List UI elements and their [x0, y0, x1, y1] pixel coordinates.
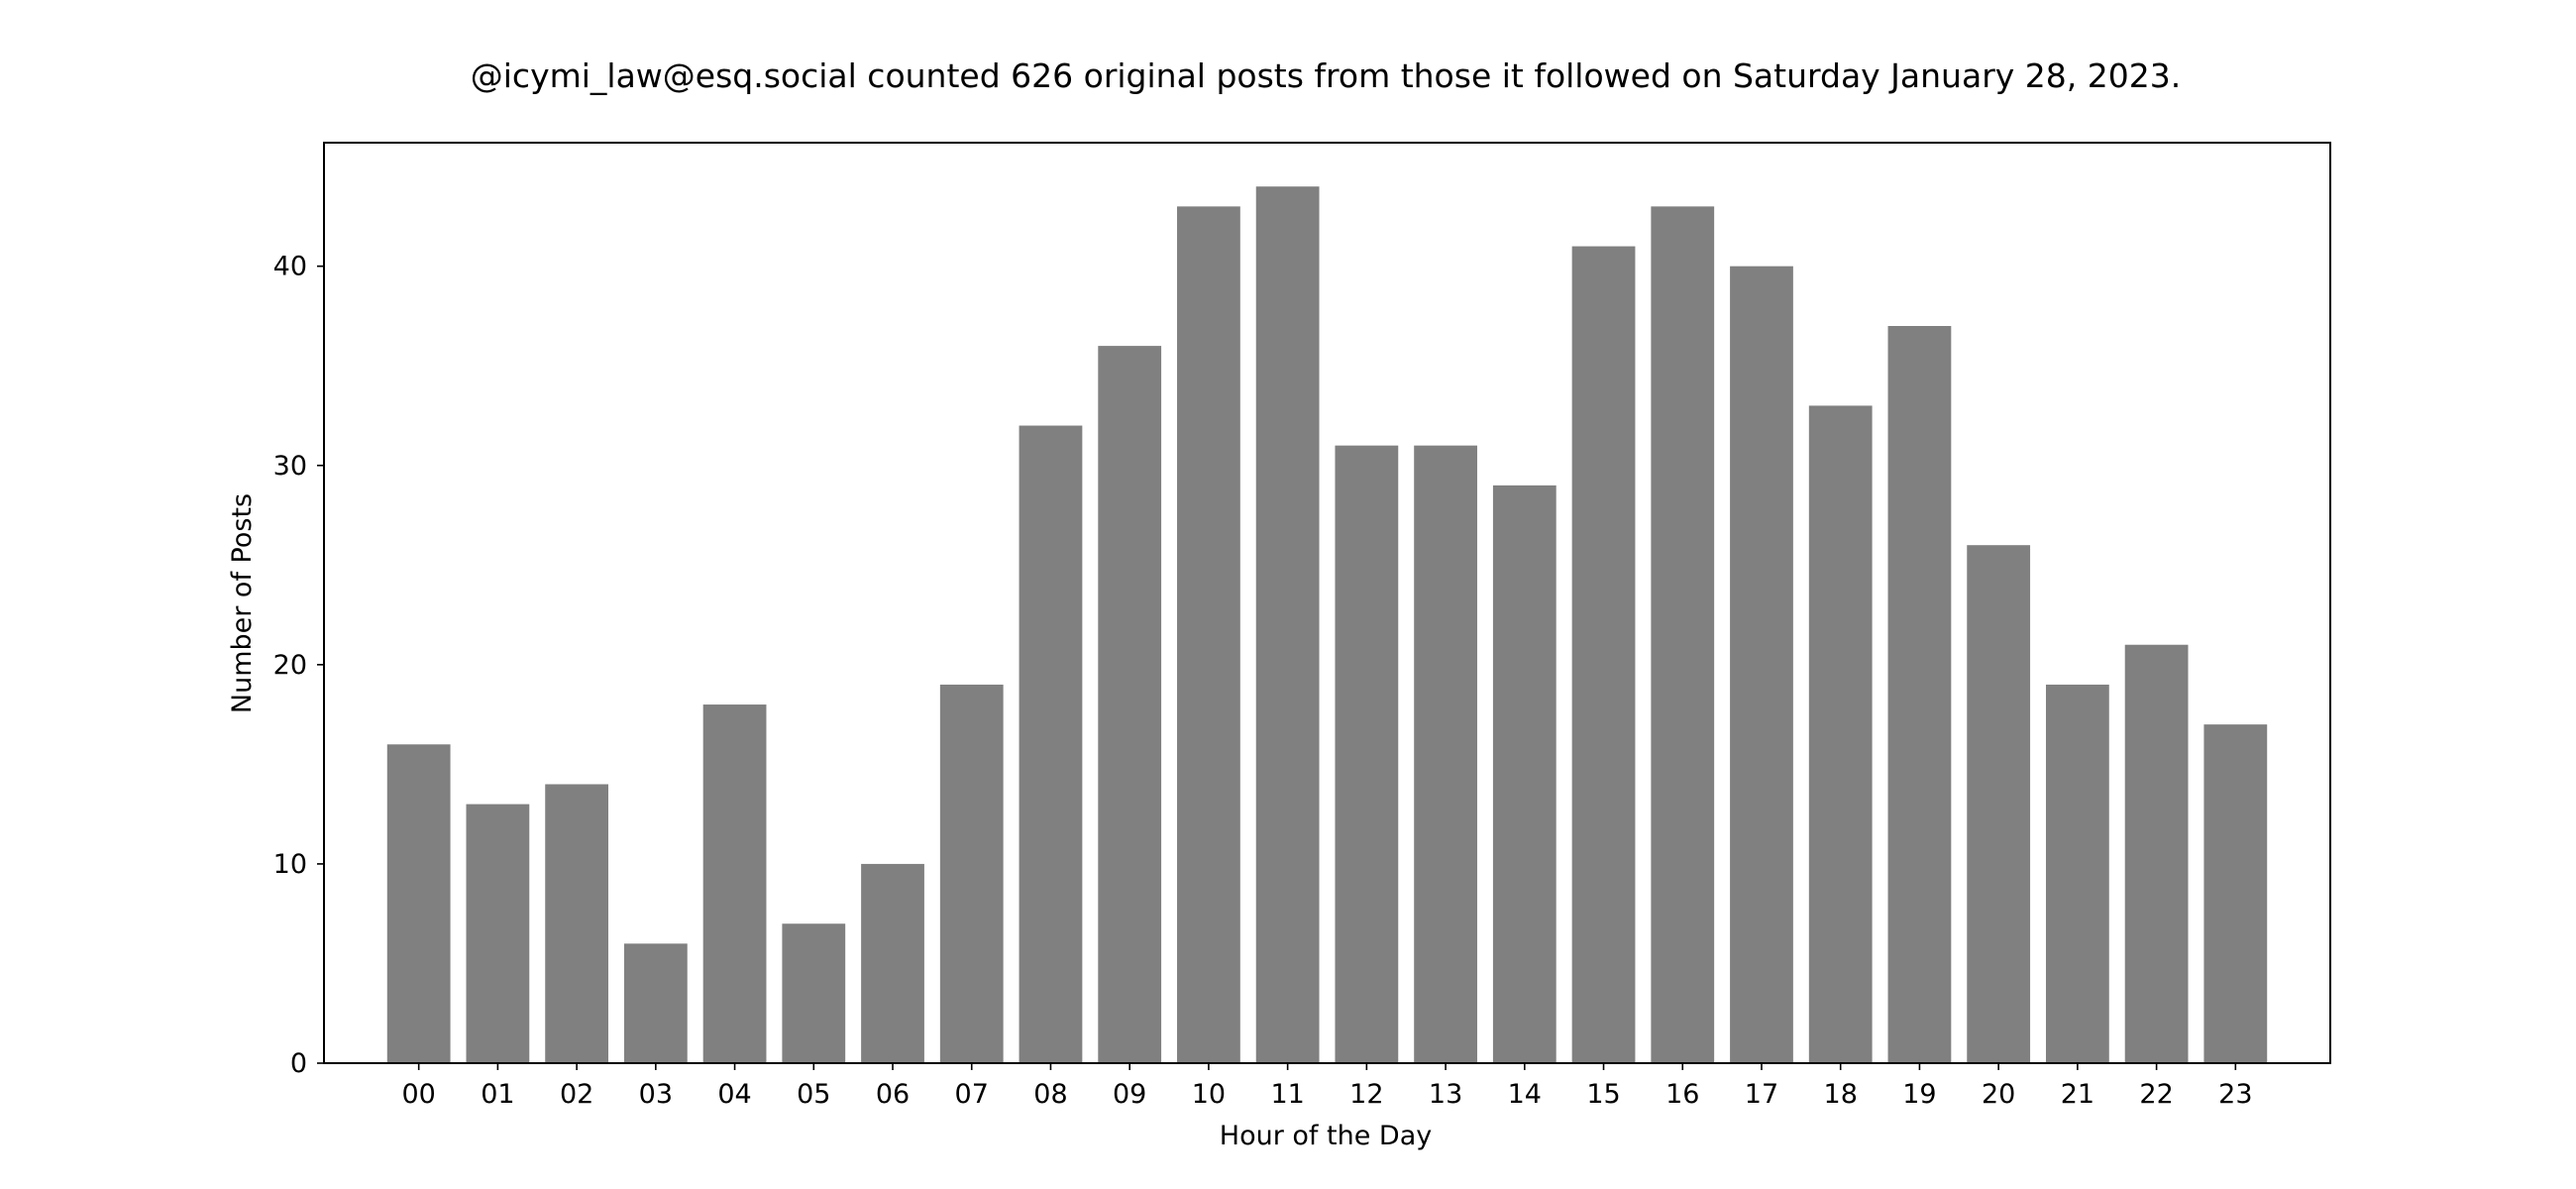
x-tick-label: 17: [1745, 1079, 1778, 1110]
x-tick-label: 20: [1982, 1079, 2015, 1110]
x-tick-label: 01: [481, 1079, 514, 1110]
bar-hour-23: [2203, 724, 2268, 1063]
bar-hour-09: [1098, 346, 1162, 1064]
y-axis-ticks: 0 10 20 30 40: [273, 252, 324, 1079]
x-tick-label: 22: [2139, 1079, 2173, 1110]
x-tick-label: 02: [560, 1079, 593, 1110]
bar-hour-08: [1019, 425, 1083, 1063]
bar-hour-03: [623, 943, 688, 1063]
bar-hour-20: [1967, 545, 2031, 1063]
bar-hour-18: [1808, 405, 1873, 1063]
bar-hour-04: [702, 704, 767, 1063]
x-axis-label: Hour of the Day: [1220, 1121, 1432, 1151]
bar-hour-22: [2124, 644, 2189, 1063]
bar-hour-19: [1887, 326, 1952, 1063]
bar-hour-01: [466, 804, 530, 1063]
y-tick-label: 30: [273, 451, 307, 482]
x-tick-label: 12: [1349, 1079, 1383, 1110]
bar-hour-12: [1335, 445, 1399, 1063]
y-tick-label: 10: [273, 849, 307, 880]
bar-hour-17: [1730, 266, 1793, 1063]
bar-hour-02: [545, 784, 609, 1063]
plot-area-frame: [323, 142, 2331, 1064]
y-tick-label: 40: [273, 252, 307, 282]
x-axis-ticks: 00 01 02 03 04 05 06 07 08 09 10 11 12 13 14 15 16 17 18 19…: [401, 1063, 2253, 1110]
x-tick-label: 07: [955, 1079, 989, 1110]
x-tick-label: 19: [1902, 1079, 1936, 1110]
x-tick-label: 23: [2218, 1079, 2252, 1110]
x-tick-label: 18: [1824, 1079, 1858, 1110]
x-tick-label: 05: [797, 1079, 830, 1110]
x-tick-label: 09: [1113, 1079, 1146, 1110]
bar-hour-00: [386, 744, 451, 1063]
bar-hour-14: [1492, 485, 1556, 1063]
bar-hour-15: [1571, 246, 1636, 1063]
bar-hour-16: [1651, 206, 1715, 1064]
x-tick-label: 00: [401, 1079, 435, 1110]
bar-hour-07: [939, 684, 1004, 1063]
chart-title: @icymi_law@esq.social counted 626 origin…: [471, 56, 2181, 95]
x-tick-label: 16: [1665, 1079, 1699, 1110]
x-tick-label: 10: [1192, 1079, 1226, 1110]
y-tick-label: 0: [290, 1048, 307, 1079]
x-tick-label: 06: [876, 1079, 910, 1110]
x-tick-label: 04: [717, 1079, 751, 1110]
bar-hour-21: [2045, 684, 2109, 1063]
x-tick-label: 14: [1508, 1079, 1542, 1110]
bar-hour-05: [782, 923, 846, 1063]
x-tick-label: 11: [1270, 1079, 1304, 1110]
bar-hour-10: [1177, 206, 1240, 1064]
bar-hour-13: [1414, 445, 1477, 1063]
x-tick-label: 15: [1586, 1079, 1620, 1110]
x-tick-label: 08: [1033, 1079, 1067, 1110]
x-tick-label: 13: [1429, 1079, 1462, 1110]
bar-hour-11: [1255, 186, 1320, 1064]
y-tick-label: 20: [273, 650, 307, 681]
bar-hour-06: [861, 863, 924, 1063]
bars-layer: [386, 186, 2268, 1064]
y-axis-label: Number of Posts: [227, 493, 258, 713]
x-tick-label: 21: [2061, 1079, 2094, 1110]
x-tick-label: 03: [639, 1079, 673, 1110]
